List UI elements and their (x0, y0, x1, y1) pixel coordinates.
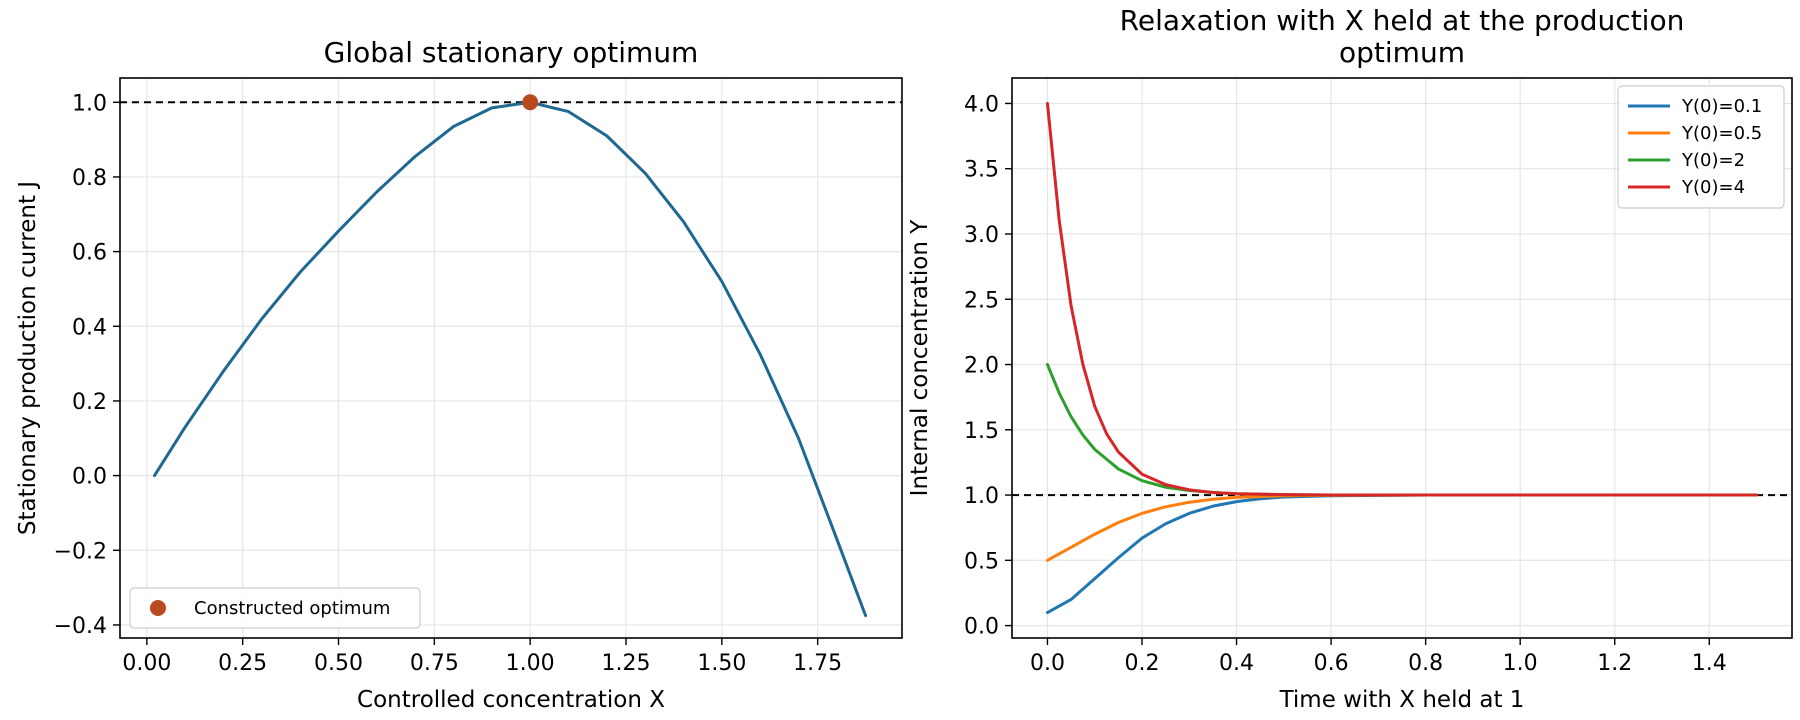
right-x-tick-label-6: 1.2 (1597, 651, 1632, 676)
right-y-tick-label-1: 0.5 (964, 549, 999, 574)
right-x-axis-label: Time with X held at 1 (1279, 687, 1525, 713)
left-series-line-0 (153, 100, 868, 618)
right-y-tick-label-2: 1.0 (964, 484, 999, 509)
right-legend-box (1617, 85, 1785, 209)
right-axes-frame (1011, 77, 1793, 639)
left-x-tick-label-7: 1.75 (793, 651, 842, 676)
right-chart-title: Relaxation with X held at the production… (1120, 4, 1685, 69)
left-x-tick-label-1: 0.25 (218, 651, 267, 676)
right-y-tick-label-0: 0.0 (964, 615, 999, 640)
right-plot-area (1012, 101, 1792, 615)
right-legend-label-3: Y(0)=4 (1681, 177, 1745, 198)
left-y-tick-label-5: 0.6 (72, 241, 107, 266)
left-y-tick-label-0: −0.4 (54, 614, 107, 639)
right-y-tick-label-5: 2.5 (964, 288, 999, 313)
right-x-tick-label-7: 1.4 (1692, 651, 1727, 676)
left-y-tick-label-1: −0.2 (54, 539, 107, 564)
right-y-tick-label-4: 2.0 (964, 354, 999, 379)
left-x-tick-label-5: 1.25 (602, 651, 651, 676)
left-x-tick-label-4: 1.00 (506, 651, 555, 676)
right-x-tick-label-4: 0.8 (1408, 651, 1443, 676)
right-x-tick-label-0: 0.0 (1030, 651, 1065, 676)
right-chart-title-line-0: Relaxation with X held at the production (1120, 4, 1685, 37)
left-y-tick-label-4: 0.4 (72, 315, 107, 340)
right-y-tick-label-6: 3.0 (964, 223, 999, 248)
left-legend-box (129, 587, 421, 629)
left-y-axis-label: Stationary production current J (15, 181, 41, 535)
right-legend-label-0: Y(0)=0.1 (1681, 96, 1762, 117)
left-x-axis-label: Controlled concentration X (357, 687, 665, 713)
right-chart-title-line-1: optimum (1339, 36, 1465, 69)
left-y-tick-label-6: 0.8 (72, 166, 107, 191)
right-x-tick-label-2: 0.4 (1219, 651, 1254, 676)
left-axes-frame (119, 77, 903, 639)
chart-global-stationary-optimum: 0.00 0.25 0.50 0.75 1.00 1.25 1.50 1.75 −0.4 −0.2… (15, 36, 903, 713)
right-legend-label-1: Y(0)=0.5 (1681, 123, 1762, 144)
left-legend: Constructed optimum (129, 587, 421, 629)
left-legend-marker-0 (150, 600, 166, 616)
left-x-tick-label-6: 1.50 (697, 651, 746, 676)
chart-relaxation: 0.0 0.2 0.4 0.6 0.8 1.0 1.2 1.4 0.0 0.5 1.0 1.5 2.0 2… (907, 4, 1793, 713)
left-y-tick-label-3: 0.2 (72, 390, 107, 415)
left-marker-0 (522, 94, 539, 111)
left-x-tick-label-2: 0.50 (314, 651, 363, 676)
right-x-tick-label-3: 0.6 (1314, 651, 1349, 676)
left-plot-area (120, 100, 902, 618)
right-x-tick-label-1: 0.2 (1125, 651, 1160, 676)
right-y-tick-label-3: 1.5 (964, 419, 999, 444)
left-x-tick-label-0: 0.00 (122, 651, 171, 676)
right-legend-label-2: Y(0)=2 (1681, 150, 1745, 171)
left-legend-label-0: Constructed optimum (194, 598, 390, 619)
right-y-tick-label-7: 3.5 (964, 158, 999, 183)
left-y-tick-label-7: 1.0 (72, 91, 107, 116)
right-series-line-3 (1045, 101, 1759, 497)
left-x-tick-label-3: 0.75 (410, 651, 459, 676)
right-y-axis-label: Internal concentration Y (907, 219, 933, 497)
left-chart-title: Global stationary optimum (324, 36, 699, 69)
right-y-tick-label-8: 4.0 (964, 92, 999, 117)
left-y-tick-label-2: 0.0 (72, 465, 107, 490)
right-x-tick-label-5: 1.0 (1503, 651, 1538, 676)
right-legend: Y(0)=0.1 Y(0)=0.5 Y(0)=2 Y(0)=4 (1617, 85, 1785, 209)
